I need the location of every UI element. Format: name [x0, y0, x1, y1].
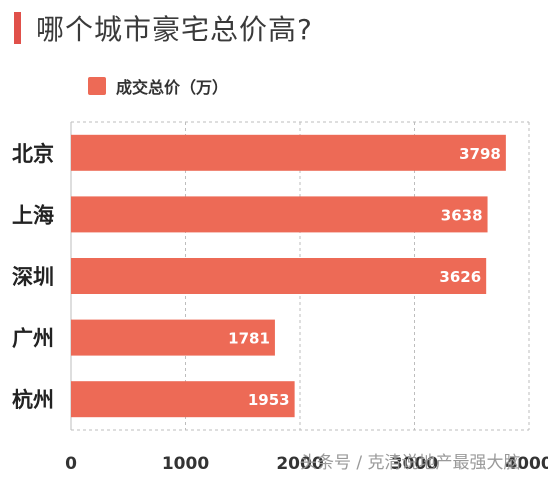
bar-value-label-杭州: 1953: [248, 391, 290, 409]
bar-value-label-上海: 3638: [441, 206, 483, 224]
bar-value-label-广州: 1781: [228, 330, 270, 348]
bar-北京: [71, 134, 506, 171]
x-tick-label-3000: 3000: [391, 454, 438, 474]
legend-swatch: [88, 77, 106, 95]
bar-value-label-北京: 3798: [459, 145, 501, 163]
x-tick-label-4000: 4000: [505, 454, 548, 474]
x-tick-label-0: 0: [65, 454, 77, 474]
bar-value-label-深圳: 3626: [439, 268, 481, 286]
category-label-深圳: 深圳: [12, 265, 54, 289]
category-label-杭州: 杭州: [12, 388, 54, 412]
category-label-北京: 北京: [12, 142, 54, 166]
bar-上海: [71, 196, 488, 233]
bar-广州: [71, 319, 275, 356]
legend: 成交总价（万）: [88, 76, 229, 97]
watermark: 头条号 / 克清说地产最强大脑: [300, 453, 521, 473]
category-label-上海: 上海: [12, 203, 54, 227]
category-label-广州: 广州: [12, 327, 54, 351]
x-tick-label-1000: 1000: [162, 454, 209, 474]
legend-label: 成交总价（万）: [116, 78, 229, 97]
bar-杭州: [71, 381, 295, 418]
chart-title: 哪个城市豪宅总价高?: [36, 13, 313, 46]
title-accent-bar: [14, 12, 21, 44]
x-tick-label-2000: 2000: [276, 454, 323, 474]
bar-深圳: [71, 258, 487, 294]
